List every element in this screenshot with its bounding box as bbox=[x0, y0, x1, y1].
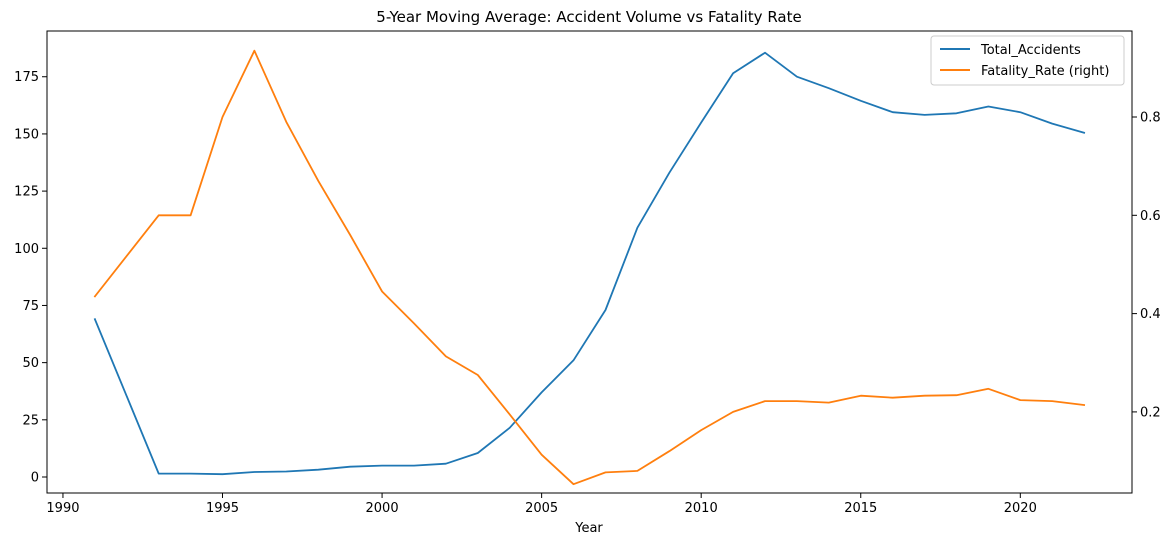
y-tick-label: 150 bbox=[14, 127, 39, 142]
legend-label-total-accidents: Total_Accidents bbox=[980, 43, 1081, 58]
legend-label-fatality-rate: Fatality_Rate (right) bbox=[981, 64, 1109, 79]
plot-area-frame bbox=[46, 30, 1133, 494]
right-y-axis: 0.2 0.4 0.6 0.8 bbox=[1132, 111, 1161, 420]
x-tick-label: 1995 bbox=[206, 501, 239, 516]
left-y-axis: 0 25 50 75 100 125 150 175 bbox=[14, 70, 47, 485]
series-line-total-accidents bbox=[93, 51, 1086, 476]
series-lines bbox=[93, 49, 1086, 486]
x-axis: 1990 1995 2000 2005 2010 2015 2020 bbox=[46, 493, 1037, 516]
y-tick-label: 50 bbox=[22, 356, 39, 371]
y2-tick-label: 0.2 bbox=[1140, 405, 1161, 420]
x-tick-label: 2020 bbox=[1004, 501, 1037, 516]
y-tick-label: 75 bbox=[22, 299, 39, 314]
y2-tick-label: 0.4 bbox=[1140, 307, 1161, 322]
legend-box bbox=[930, 35, 1125, 86]
x-tick-label: 1990 bbox=[46, 501, 79, 516]
series-line-fatality-rate bbox=[93, 49, 1086, 486]
y-tick-label: 175 bbox=[14, 70, 39, 85]
chart-title: 5-Year Moving Average: Accident Volume v… bbox=[376, 8, 801, 26]
y2-tick-label: 0.8 bbox=[1140, 111, 1161, 126]
x-tick-label: 2010 bbox=[685, 501, 718, 516]
y-tick-label: 0 bbox=[31, 470, 39, 485]
y-tick-label: 25 bbox=[22, 413, 39, 428]
x-axis-label: Year bbox=[574, 521, 603, 536]
y2-tick-label: 0.6 bbox=[1140, 209, 1161, 224]
y-tick-label: 100 bbox=[14, 242, 39, 257]
x-tick-label: 2005 bbox=[525, 501, 558, 516]
y-tick-label: 125 bbox=[14, 185, 39, 200]
legend: Total_Accidents Fatality_Rate (right) bbox=[930, 35, 1125, 86]
x-tick-label: 2015 bbox=[844, 501, 877, 516]
x-tick-label: 2000 bbox=[366, 501, 399, 516]
